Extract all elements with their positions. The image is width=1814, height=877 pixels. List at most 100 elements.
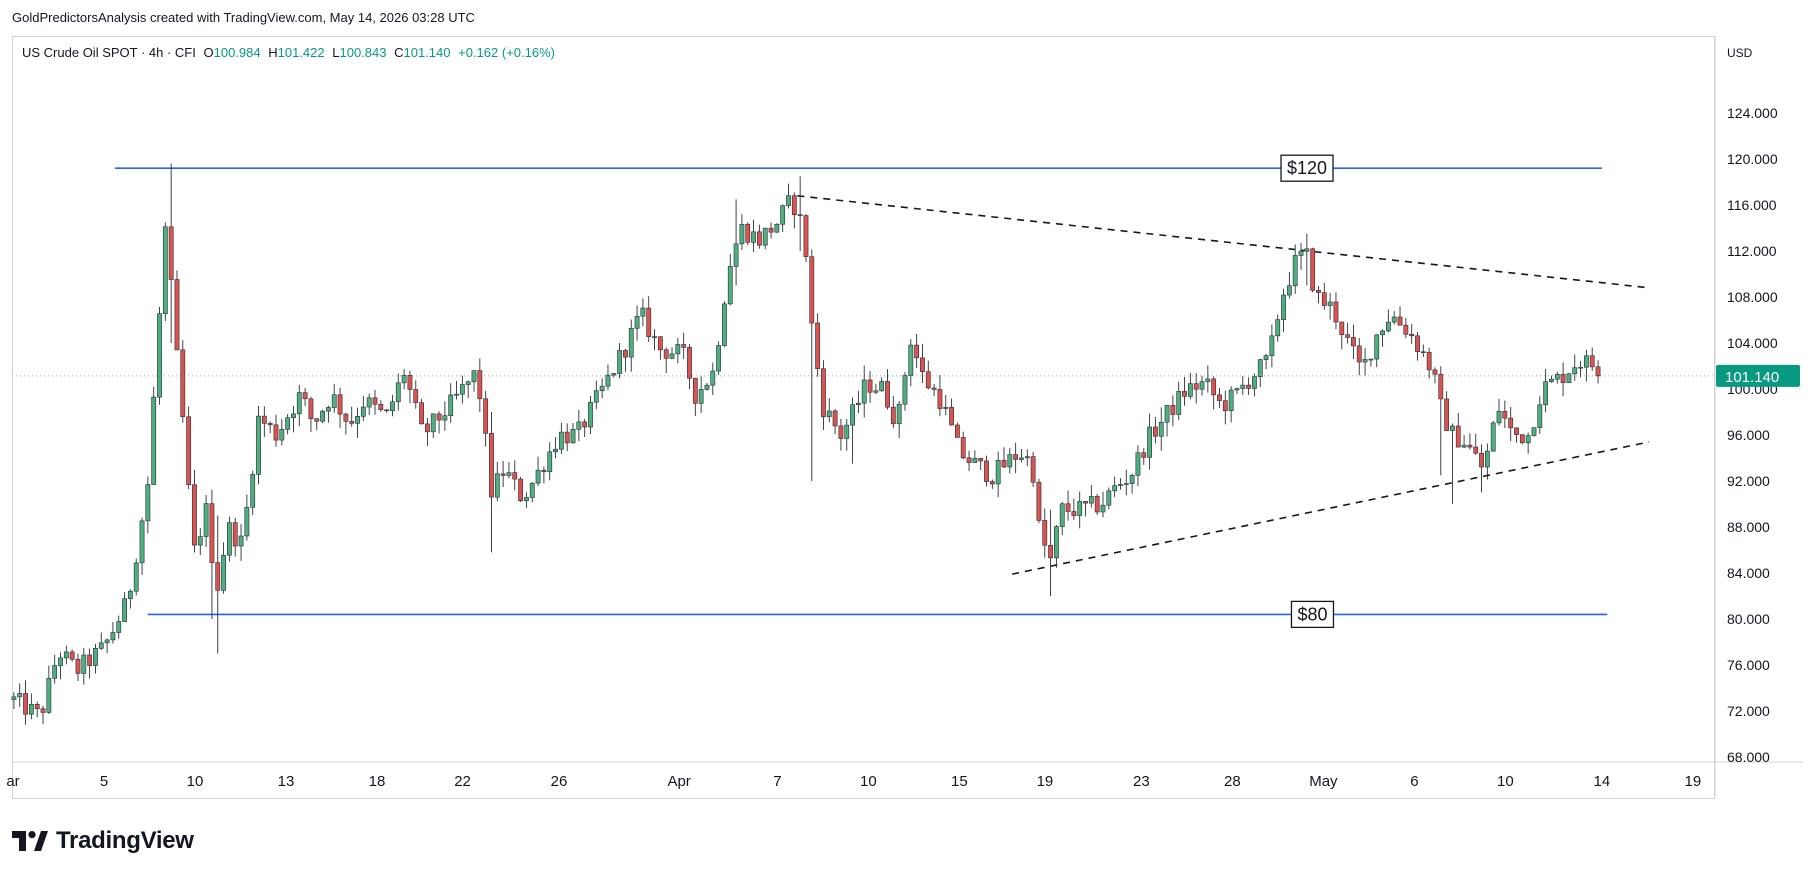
candle-body-up <box>1572 367 1578 375</box>
candle <box>1578 360 1583 378</box>
candle-body-down <box>791 195 797 216</box>
candle-body-up <box>1187 383 1193 397</box>
candle-body-up <box>972 458 978 463</box>
candle-body-up <box>1525 435 1531 444</box>
candle <box>1176 381 1182 420</box>
candle <box>908 339 914 387</box>
y-tick-label: 84.000 <box>1727 565 1770 581</box>
candle <box>844 419 850 451</box>
x-tick-label: 7 <box>773 773 781 790</box>
candle <box>302 387 308 406</box>
candle-body-down <box>1432 369 1438 375</box>
candle <box>751 219 756 253</box>
candle-body-up <box>58 657 63 666</box>
candle <box>1001 447 1007 469</box>
currency-label[interactable]: USD <box>1727 46 1753 60</box>
candles <box>11 163 1601 725</box>
candle-body-down <box>815 322 821 369</box>
tradingview-logo[interactable]: TradingView <box>12 826 194 856</box>
candle <box>285 414 291 435</box>
candle <box>162 222 168 322</box>
candle-body-down <box>920 357 925 372</box>
candle-body-down <box>477 370 483 400</box>
candle-body-down <box>192 484 197 546</box>
candle <box>826 397 832 423</box>
y-tick-label: 104.000 <box>1727 335 1778 351</box>
candle <box>1193 373 1199 404</box>
candle-body-up <box>442 415 448 421</box>
symbol-name[interactable]: US Crude Oil SPOT · 4h · CFI <box>22 45 196 60</box>
candle-body-down <box>692 377 698 404</box>
candle-body-up <box>395 382 401 403</box>
candle-body-down <box>1071 511 1077 516</box>
candle <box>1153 417 1158 444</box>
candle-body-up <box>1147 426 1152 458</box>
candle <box>716 341 722 375</box>
candle-body-up <box>401 375 407 384</box>
trendline <box>797 195 1650 289</box>
time-axis: ar 5 10 13 18 22 26 Apr 7 10 15 19 23 28 May 6 10 14 19 <box>6 773 1701 790</box>
y-tick-label: 108.000 <box>1727 289 1778 305</box>
candle <box>1327 293 1333 320</box>
candle-body-up <box>553 448 558 453</box>
candle <box>1537 396 1543 435</box>
candle <box>1030 451 1036 487</box>
candle <box>1158 407 1164 451</box>
horizontal-levels <box>114 167 1608 616</box>
candle <box>547 442 553 481</box>
candle <box>1519 434 1525 445</box>
candle <box>1048 509 1053 596</box>
candle <box>850 397 855 464</box>
x-tick-label: 23 <box>1133 773 1150 790</box>
candle <box>1106 487 1112 510</box>
candle-body-up <box>1490 422 1496 452</box>
candle-body-up <box>780 205 786 225</box>
candle <box>221 542 226 594</box>
candle <box>448 383 454 423</box>
candle <box>1473 433 1479 455</box>
candle-body-down <box>914 344 920 359</box>
candle-body-up <box>1164 405 1170 423</box>
candle-body-down <box>75 658 81 674</box>
low-value: 100.843 <box>339 45 387 60</box>
candle <box>727 253 733 306</box>
candle <box>378 400 384 412</box>
candle <box>500 461 506 488</box>
candle-body-up <box>162 226 168 315</box>
candle-body-up <box>593 390 599 403</box>
candle <box>1240 376 1246 395</box>
candle <box>640 298 646 327</box>
candle <box>821 360 826 430</box>
candle-body-up <box>1135 452 1141 476</box>
candle-body-down <box>832 410 838 427</box>
candle-body-down <box>966 457 972 463</box>
candle-body-up <box>1461 444 1467 448</box>
candle <box>1479 444 1484 493</box>
candle-body-down <box>1420 351 1426 354</box>
x-tick-label: 22 <box>454 773 471 790</box>
candle <box>657 336 663 360</box>
candle <box>972 450 978 463</box>
y-tick-label: 76.000 <box>1727 657 1770 673</box>
candle <box>1566 372 1572 383</box>
candle <box>1182 376 1187 406</box>
candle <box>337 387 343 428</box>
close-label: C <box>394 45 404 60</box>
candle-body-down <box>500 473 506 476</box>
candle-body-up <box>1252 376 1257 389</box>
candle <box>326 405 331 423</box>
candle-body-down <box>1409 333 1415 337</box>
candle-body-down <box>984 460 989 482</box>
candle <box>1595 360 1601 384</box>
candle-body-up <box>17 693 23 698</box>
candle-body-up <box>1327 301 1333 306</box>
candle <box>23 680 28 725</box>
candle <box>582 418 588 438</box>
candle <box>157 306 162 405</box>
candle-body-up <box>63 651 69 659</box>
candle <box>588 396 593 435</box>
candle <box>1549 375 1554 383</box>
candle-body-up <box>1450 425 1455 431</box>
candle <box>308 396 314 432</box>
